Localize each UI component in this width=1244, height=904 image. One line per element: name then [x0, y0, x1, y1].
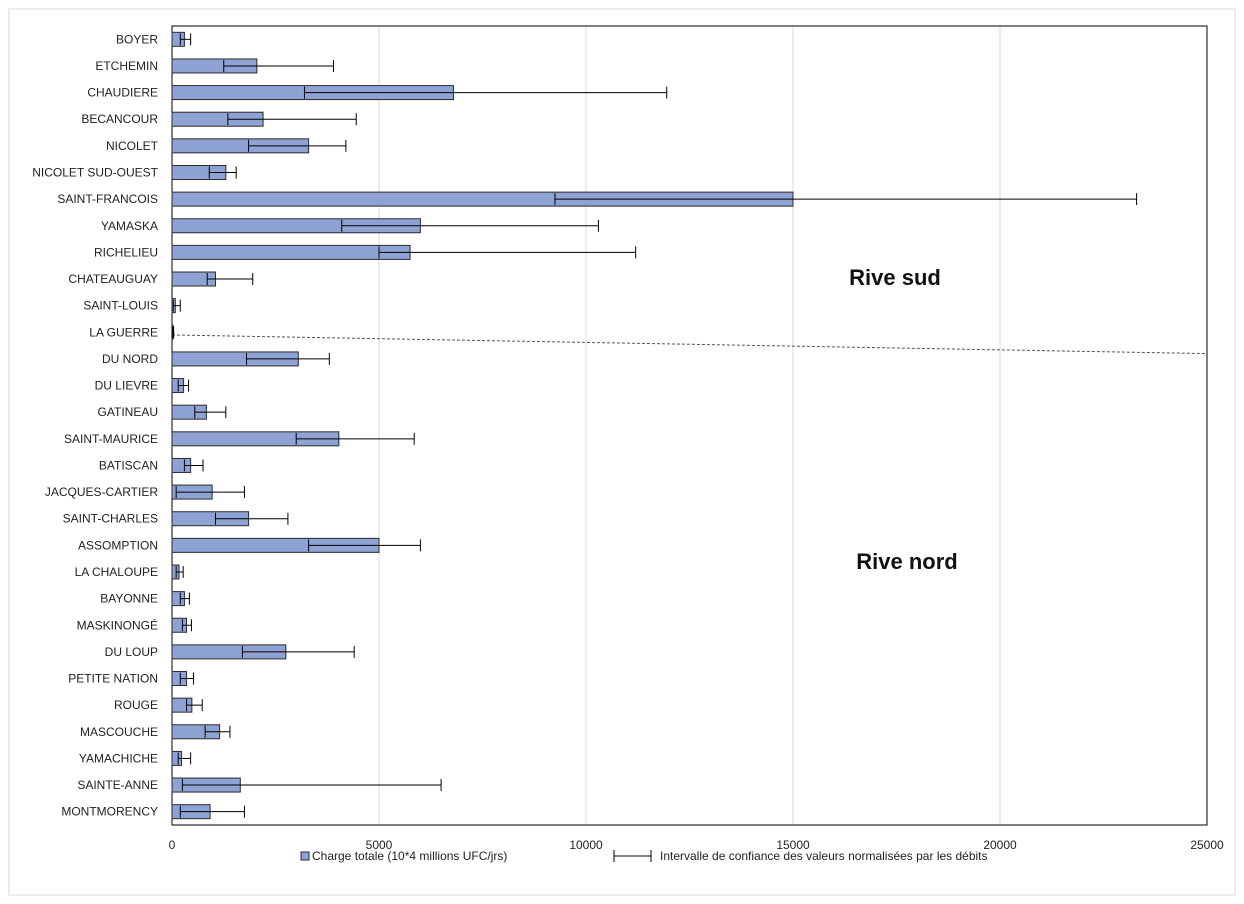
- error-bar: [204, 725, 231, 738]
- error-bar: [181, 619, 192, 632]
- category-label: SAINT-CHARLES: [63, 512, 158, 526]
- x-tick-label: 20000: [983, 838, 1017, 852]
- error-bars: [171, 33, 1138, 818]
- category-label: NICOLET SUD-OUEST: [32, 165, 158, 179]
- legend: Charge totale (10*4 millions UFC/jrs) In…: [300, 849, 988, 863]
- error-bar: [206, 273, 254, 286]
- error-bar: [223, 59, 334, 72]
- annotation-rive-nord: Rive nord: [856, 549, 957, 574]
- grid-lines: [378, 26, 1001, 825]
- category-label: NICOLET: [106, 139, 159, 153]
- error-bar: [554, 193, 1138, 206]
- bar: [171, 244, 411, 260]
- error-bar: [185, 699, 203, 712]
- error-bar: [295, 432, 415, 445]
- category-label: SAINTE-ANNE: [77, 778, 158, 792]
- category-label: MASCOUCHE: [80, 725, 158, 739]
- error-bar: [181, 779, 442, 792]
- error-bar: [179, 672, 195, 685]
- error-bar: [227, 113, 357, 126]
- x-tick-label: 5000: [366, 838, 393, 852]
- category-label: BOYER: [116, 32, 158, 46]
- x-tick-label: 0: [169, 838, 176, 852]
- error-bar: [175, 486, 245, 499]
- error-bar: [214, 512, 289, 525]
- category-label: JACQUES-CARTIER: [45, 485, 158, 499]
- error-bar: [341, 219, 599, 232]
- error-bar: [171, 326, 175, 339]
- error-bar: [246, 352, 330, 365]
- error-bar: [194, 406, 227, 419]
- category-label: RICHELIEU: [94, 245, 158, 259]
- x-tick-label: 15000: [776, 838, 810, 852]
- legend-label-charge: Charge totale (10*4 millions UFC/jrs): [312, 849, 507, 863]
- error-bar: [177, 752, 192, 765]
- error-bar: [179, 805, 245, 818]
- category-label: DU LIEVRE: [95, 379, 158, 393]
- category-label: BECANCOUR: [81, 112, 158, 126]
- error-bar: [303, 86, 668, 99]
- category-labels: BOYER ETCHEMIN CHAUDIERE BECANCOUR NICOLET NI…: [32, 32, 158, 818]
- rive-separator-line: [171, 334, 1208, 355]
- x-tick-labels: 0 5000 10000 15000 20000 25000: [169, 838, 1224, 852]
- legend-label-intervalle: Intervalle de confiance des valeurs norm…: [660, 849, 988, 863]
- category-label: GATINEAU: [98, 405, 158, 419]
- error-bar: [378, 246, 637, 259]
- category-label: MONTMORENCY: [61, 805, 158, 819]
- category-label: SAINT-LOUIS: [83, 299, 158, 313]
- error-bar: [179, 592, 190, 605]
- category-label: LA GUERRE: [89, 325, 158, 339]
- category-label: CHATEAUGUAY: [68, 272, 158, 286]
- bars: [171, 31, 794, 820]
- category-label: BAYONNE: [100, 592, 158, 606]
- category-label: DU NORD: [102, 352, 158, 366]
- legend-swatch-bar: [300, 851, 310, 861]
- annotation-rive-sud: Rive sud: [849, 265, 941, 290]
- error-bar: [241, 645, 355, 658]
- category-label: SAINT-FRANCOIS: [57, 192, 158, 206]
- error-bar: [175, 565, 184, 578]
- category-label: ETCHEMIN: [95, 59, 158, 73]
- category-label: ASSOMPTION: [78, 538, 158, 552]
- category-label: BATISCAN: [99, 458, 158, 472]
- error-bar: [248, 139, 347, 152]
- category-label: YAMASKA: [101, 219, 158, 233]
- x-tick-label: 10000: [569, 838, 603, 852]
- error-bar: [172, 299, 181, 312]
- error-bar: [308, 539, 421, 552]
- chart-frame: [8, 8, 1236, 896]
- category-label: DU LOUP: [105, 645, 158, 659]
- error-bar: [208, 166, 237, 179]
- plot-area-border: [171, 25, 1208, 826]
- error-bar: [177, 379, 190, 392]
- error-bar: [179, 33, 192, 46]
- category-label: ROUGE: [114, 698, 158, 712]
- error-bar: [183, 459, 204, 472]
- x-tick-label: 25000: [1190, 838, 1224, 852]
- category-label: LA CHALOUPE: [75, 565, 158, 579]
- category-label: SAINT-MAURICE: [64, 432, 158, 446]
- legend-swatch-error-bar: [613, 850, 652, 862]
- category-label: MASKINONGÉ: [77, 617, 158, 632]
- category-label: PETITE NATION: [68, 672, 158, 686]
- category-label: CHAUDIERE: [87, 86, 158, 100]
- category-label: YAMACHICHE: [79, 751, 158, 765]
